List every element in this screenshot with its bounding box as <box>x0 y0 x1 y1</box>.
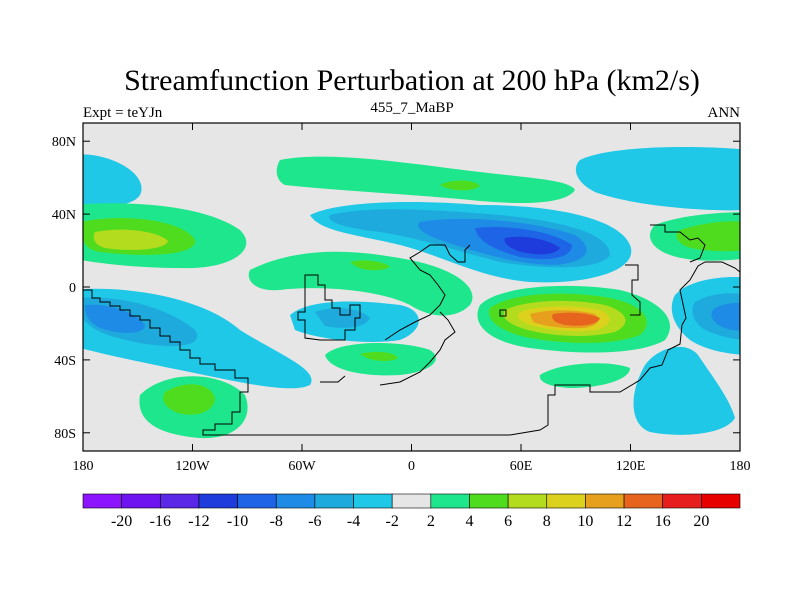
colorbar-label: 8 <box>543 513 551 530</box>
colorbar-swatch <box>237 493 277 509</box>
experiment-label: Expt = teYJn <box>83 105 163 121</box>
south-ocean-positive <box>139 376 248 439</box>
north-pacific-west-negative <box>575 147 740 211</box>
colorbar-label: 16 <box>655 513 671 530</box>
x-tick-label: 120W <box>175 459 210 474</box>
colorbar-swatch <box>701 493 741 509</box>
x-tick-label: 0 <box>408 459 415 474</box>
colorbar-swatch <box>353 493 393 509</box>
colorbar-label: -20 <box>111 513 132 530</box>
colorbar-swatch <box>623 493 664 509</box>
season-label: ANN <box>708 105 741 121</box>
colorbar-label: 20 <box>693 513 709 530</box>
case-label: 455_7_MaBP <box>370 100 453 116</box>
south-pacific-negative <box>83 288 312 389</box>
north-pacific-positive <box>83 203 247 269</box>
x-tick-label: 60W <box>288 459 316 474</box>
x-tick-label: 120E <box>616 459 646 474</box>
colorbar-label: 2 <box>427 513 435 530</box>
contour-fields <box>83 147 740 439</box>
colorbar-swatch <box>469 493 509 509</box>
chart-title: Streamfunction Perturbation at 200 hPa (… <box>124 64 700 97</box>
colorbar-label: -8 <box>270 513 283 530</box>
colorbar-label: -12 <box>188 513 209 530</box>
y-tick-label: 40N <box>52 208 76 223</box>
y-tick-label: 0 <box>69 281 76 296</box>
colorbar-swatch <box>159 493 200 509</box>
y-tick-label: 80S <box>54 427 76 442</box>
colorbar-swatch <box>662 493 702 509</box>
tropical-positive-band <box>248 251 473 316</box>
x-tick-label: 180 <box>73 459 94 474</box>
north-atlantic-positive <box>276 156 575 203</box>
y-tick-label: 40S <box>54 354 76 369</box>
west-pacific-positive <box>650 212 740 261</box>
atlantic-negative <box>290 301 419 342</box>
colorbar-swatch <box>507 493 548 509</box>
south-indian-positive <box>539 363 630 388</box>
eurasia-negative <box>310 202 632 283</box>
colorbar-swatch <box>546 493 586 509</box>
colorbar-label: 4 <box>465 513 473 530</box>
colorbar: -20 -16 -12 -10 -8 -6 -4 -2 2 4 6 8 10 12 16 20 <box>82 493 741 530</box>
colorbar-label: -2 <box>386 513 399 530</box>
y-tick-label: 80N <box>52 135 76 150</box>
colorbar-swatch <box>121 493 161 509</box>
colorbar-label: 10 <box>577 513 593 530</box>
y-axis: 80N 40N 0 40S 80S <box>52 135 740 442</box>
north-pacific-upper-negative <box>83 154 142 206</box>
colorbar-label: -16 <box>150 513 171 530</box>
x-axis: 180 120W 60W 0 60E 120E 180 <box>73 123 751 474</box>
colorbar-swatch <box>585 493 625 509</box>
colorbar-swatch <box>430 493 470 509</box>
x-tick-label: 60E <box>510 459 533 474</box>
x-tick-label: 180 <box>730 459 751 474</box>
east-pacific-negative <box>671 276 740 355</box>
colorbar-label: 12 <box>616 513 632 530</box>
colorbar-swatch <box>314 493 354 509</box>
colorbar-label: 6 <box>504 513 512 530</box>
colorbar-label: -10 <box>227 513 248 530</box>
colorbar-label: -4 <box>347 513 360 530</box>
south-pacific-east-negative <box>633 346 735 435</box>
coastlines <box>83 224 740 436</box>
colorbar-label: -6 <box>308 513 321 530</box>
south-atlantic-positive <box>325 343 436 376</box>
colorbar-swatch <box>391 493 432 509</box>
indian-ocean-positive <box>477 285 670 353</box>
colorbar-swatch <box>82 493 122 509</box>
colorbar-swatch <box>198 493 238 509</box>
colorbar-swatch <box>275 493 316 509</box>
